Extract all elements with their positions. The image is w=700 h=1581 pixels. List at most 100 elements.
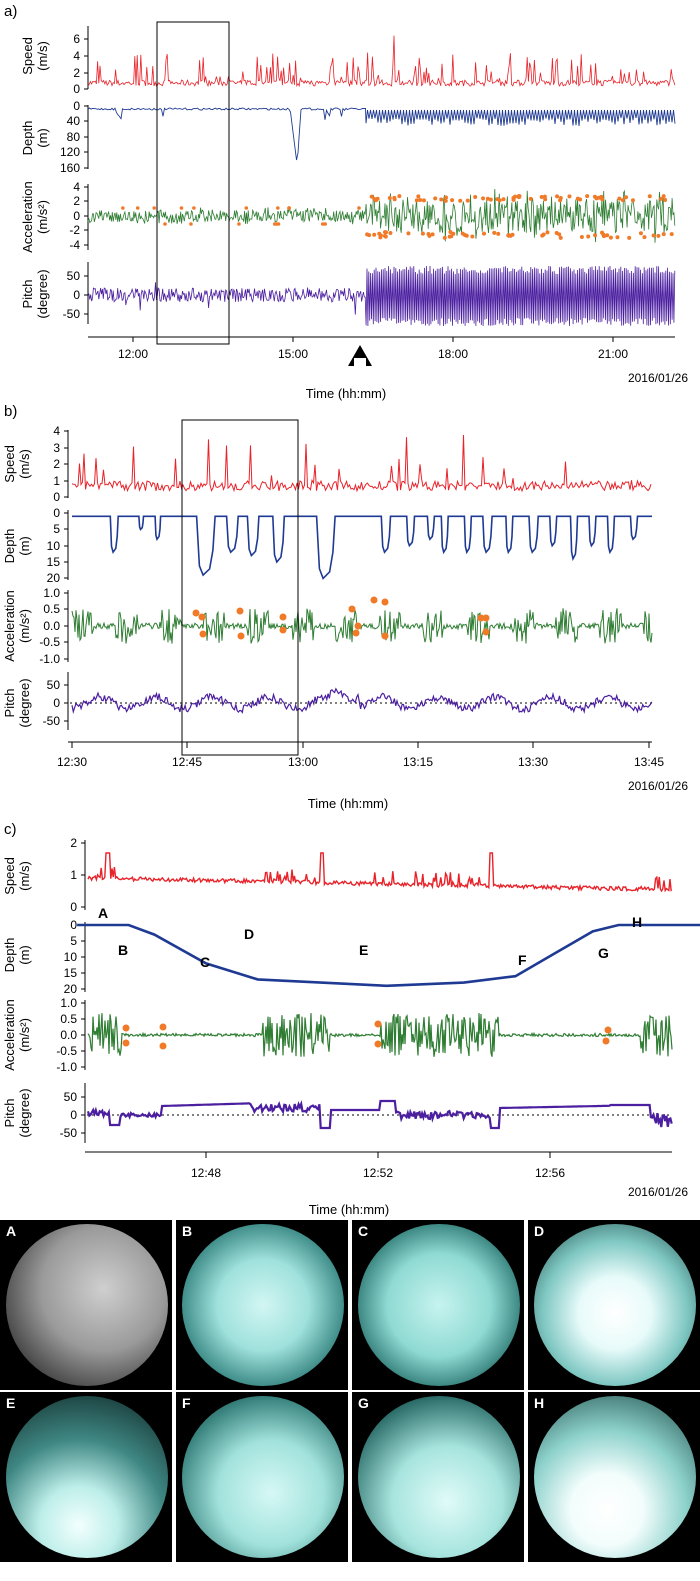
peak-marker bbox=[323, 222, 327, 226]
peak-marker bbox=[477, 614, 485, 622]
peak-marker bbox=[439, 197, 444, 202]
peak-marker bbox=[199, 630, 207, 638]
speed-ylabel-unit: (m/s) bbox=[17, 861, 32, 891]
tick-label: 0.0 bbox=[60, 1028, 77, 1042]
tick-label: 1.0 bbox=[60, 996, 77, 1010]
peak-marker bbox=[575, 196, 580, 201]
speed-ylabel-unit: (m/s) bbox=[35, 41, 50, 71]
peak-marker bbox=[418, 198, 423, 203]
peak-marker bbox=[620, 198, 625, 203]
tick-label: 0.5 bbox=[43, 602, 60, 616]
peak-marker bbox=[122, 1024, 130, 1032]
depth-ylabel: Depth bbox=[2, 529, 17, 564]
peak-marker bbox=[189, 222, 193, 226]
peak-marker bbox=[387, 196, 392, 201]
photo-label: A bbox=[6, 1223, 17, 1239]
dive-point-label: B bbox=[118, 942, 128, 958]
accel-ylabel-unit: (m/s²) bbox=[17, 1018, 32, 1052]
peak-marker bbox=[594, 196, 599, 201]
pitch-series-line bbox=[71, 687, 653, 715]
peak-marker bbox=[630, 198, 635, 203]
peak-marker bbox=[495, 197, 500, 202]
tick-label: 120 bbox=[60, 145, 80, 159]
peak-marker bbox=[593, 233, 598, 238]
peak-marker bbox=[516, 194, 521, 199]
peak-marker bbox=[374, 1040, 382, 1048]
photo-label: H bbox=[534, 1395, 545, 1411]
peak-marker bbox=[482, 614, 490, 622]
peak-marker bbox=[638, 231, 643, 236]
tick-label: 20 bbox=[64, 982, 78, 996]
peak-marker bbox=[152, 206, 157, 210]
tick-label: 2 bbox=[53, 457, 60, 471]
peak-marker bbox=[482, 628, 490, 636]
tick-label: 2 bbox=[73, 66, 80, 80]
peak-marker bbox=[492, 230, 497, 235]
peak-marker bbox=[383, 234, 388, 239]
peak-marker bbox=[135, 206, 140, 210]
peak-marker bbox=[605, 233, 610, 238]
tick-label: 12:52 bbox=[363, 1166, 393, 1180]
peak-marker bbox=[539, 195, 544, 200]
tick-label: 5 bbox=[53, 522, 60, 536]
speed-ylabel: Speed bbox=[2, 445, 17, 483]
tick-label: -50 bbox=[63, 307, 81, 321]
peak-marker bbox=[557, 232, 562, 237]
peak-marker bbox=[624, 195, 629, 200]
peak-marker bbox=[642, 235, 647, 240]
peak-marker bbox=[381, 598, 389, 606]
pitch-ylabel-unit: (degree) bbox=[17, 678, 32, 727]
tick-label: 4 bbox=[53, 424, 60, 438]
tick-label: 4 bbox=[73, 180, 80, 194]
tick-label: 80 bbox=[67, 130, 81, 144]
peak-marker bbox=[464, 233, 469, 238]
peak-marker bbox=[420, 231, 425, 236]
tick-label: 13:15 bbox=[403, 755, 433, 769]
pitch-ylabel: Pitch bbox=[20, 280, 35, 309]
photo-c: C bbox=[352, 1220, 524, 1390]
pitch-ylabel: Pitch bbox=[2, 1099, 17, 1128]
peak-marker bbox=[567, 194, 572, 199]
panel-c-pitch: Pitch (degree) 50 0 -50 bbox=[2, 1083, 673, 1143]
peak-marker bbox=[511, 197, 516, 202]
tick-label: -0.5 bbox=[56, 1044, 77, 1058]
photo-b: B bbox=[176, 1220, 348, 1390]
depth-series-line bbox=[77, 923, 700, 988]
photo-f: F bbox=[176, 1392, 348, 1562]
tick-label: 0 bbox=[53, 696, 60, 710]
peak-marker bbox=[237, 632, 245, 640]
peak-marker bbox=[122, 1039, 130, 1047]
tick-label: 0 bbox=[70, 918, 77, 932]
tick-label: -4 bbox=[69, 238, 80, 252]
tick-label: 0 bbox=[73, 288, 80, 302]
x-axis-label: Time (hh:mm) bbox=[309, 1202, 389, 1217]
speed-ylabel-unit: (m/s) bbox=[17, 449, 32, 479]
tick-label: -50 bbox=[43, 714, 61, 728]
tick-label: -50 bbox=[60, 1126, 78, 1140]
tick-label: 50 bbox=[47, 678, 61, 692]
peak-marker bbox=[244, 206, 249, 210]
peak-marker bbox=[237, 222, 241, 226]
peak-marker bbox=[384, 230, 389, 235]
depth-ylabel: Depth bbox=[20, 121, 35, 156]
x-axis-label: Time (hh:mm) bbox=[308, 796, 388, 811]
peak-marker bbox=[501, 197, 506, 202]
peak-marker bbox=[397, 194, 402, 199]
panel-b-speed: Speed (m/s) 0 1 2 3 4 bbox=[2, 424, 652, 504]
tick-label: 160 bbox=[60, 161, 80, 175]
depth-series-line bbox=[72, 515, 652, 580]
x-axis-label: Time (hh:mm) bbox=[306, 386, 386, 401]
acceleration-peak-markers bbox=[122, 1020, 612, 1050]
acceleration-series-line bbox=[87, 1013, 673, 1057]
speed-series-line bbox=[87, 852, 672, 893]
panel-a-speed: Speed (m/s) 0 2 4 6 bbox=[20, 26, 676, 96]
accel-ylabel-unit: (m/s²) bbox=[17, 609, 32, 643]
panel-b-accel: Acceleration (m/s²) 1.0 0.5 0.0 -0.5 -1.… bbox=[2, 586, 653, 666]
tick-label: 1 bbox=[70, 868, 77, 882]
panel-b-label: b) bbox=[4, 403, 17, 420]
panel-b-depth: Depth (m) 0 5 10 15 20 bbox=[2, 506, 652, 585]
pitch-series-line bbox=[87, 265, 676, 327]
tick-label: 2 bbox=[73, 194, 80, 208]
tick-label: 0 bbox=[70, 900, 77, 914]
photo-label: B bbox=[182, 1223, 193, 1239]
